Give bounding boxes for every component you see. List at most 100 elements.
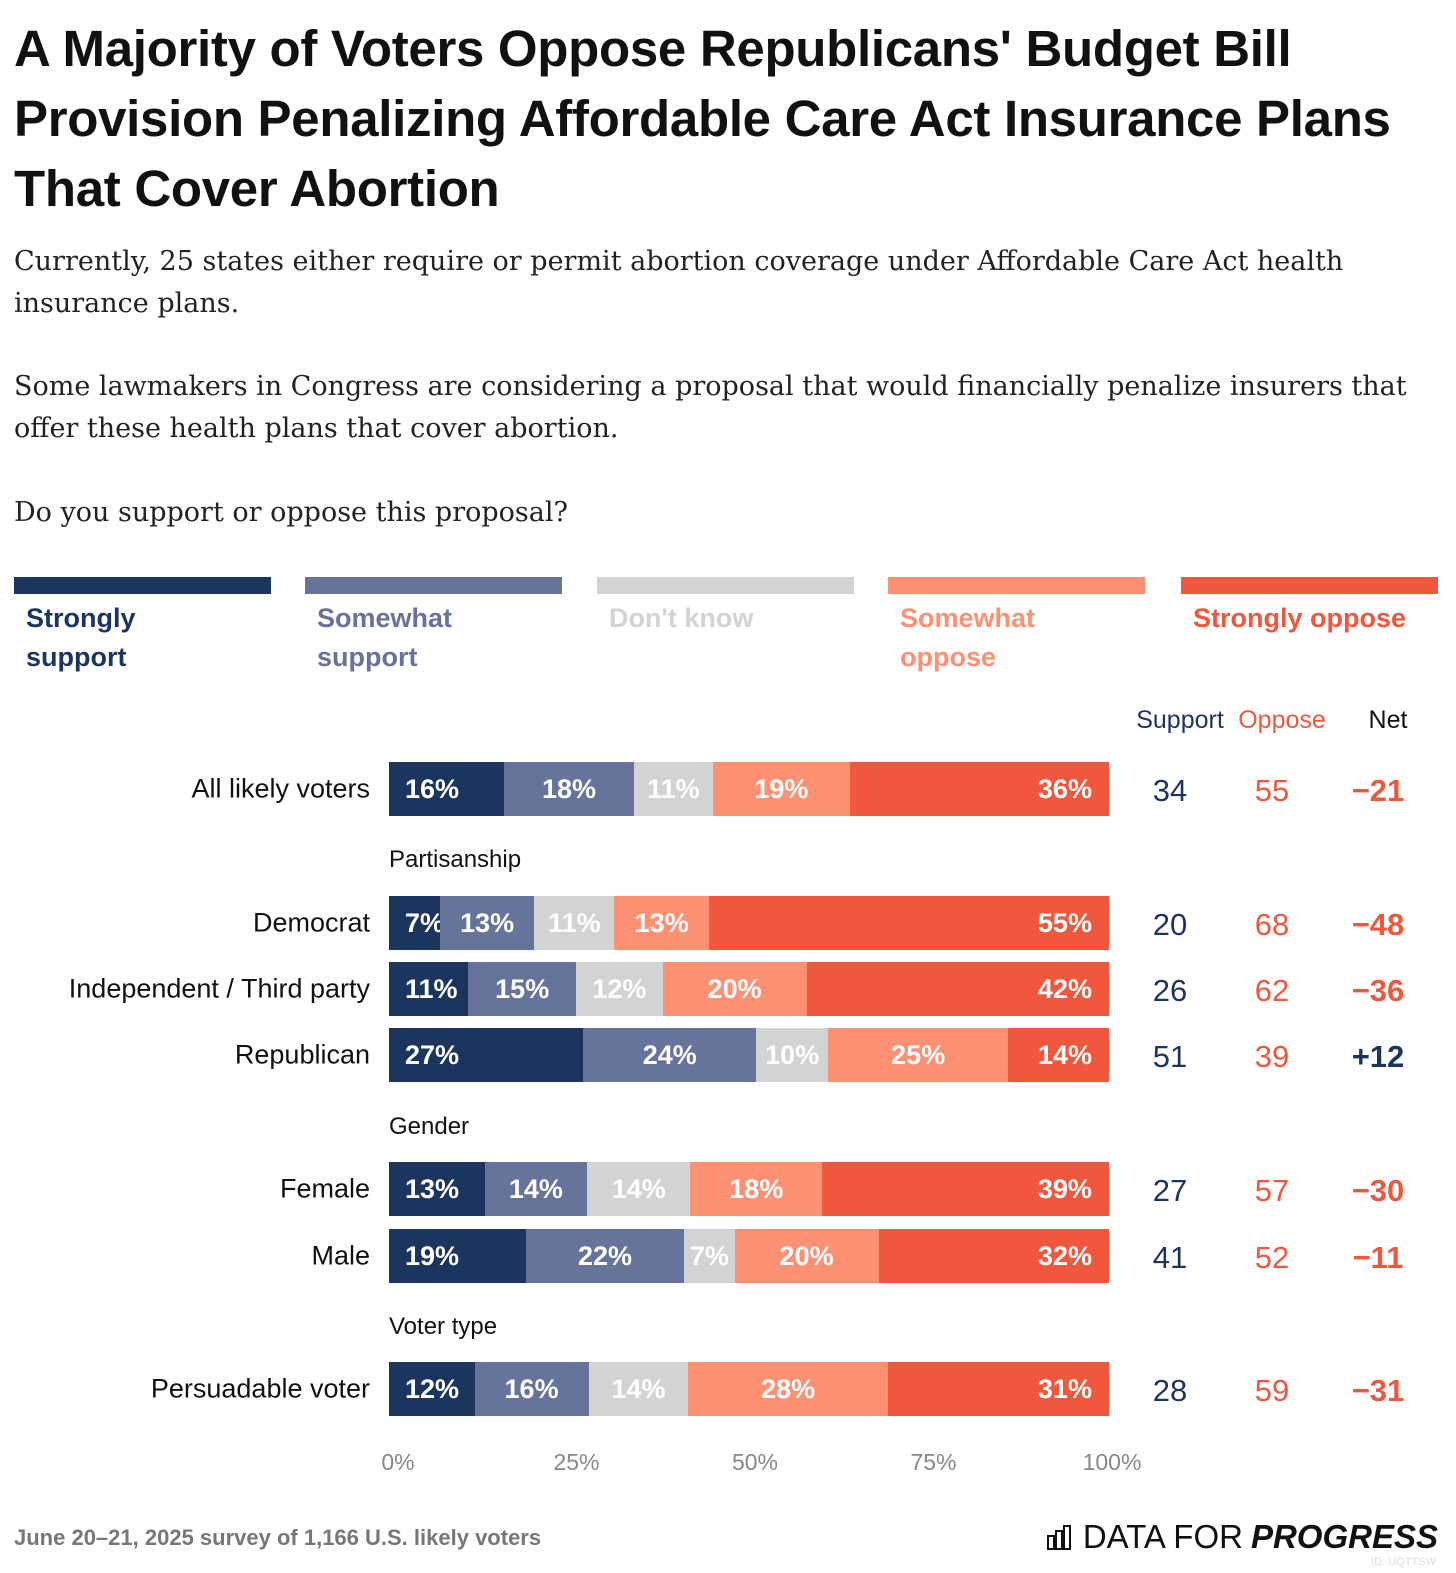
bar-segment: 18% xyxy=(504,762,634,816)
row-label: Female xyxy=(279,1173,370,1204)
bar-segment: 20% xyxy=(734,1229,879,1283)
net-value: −30 xyxy=(1351,1173,1405,1208)
oppose-value: 39 xyxy=(1254,1039,1290,1074)
bar-segment: 36% xyxy=(849,762,1109,816)
bar-segment: 10% xyxy=(756,1028,829,1082)
bar-segment: 13% xyxy=(439,896,535,950)
row-label: Persuadable voter xyxy=(150,1373,370,1404)
chart-id: ID: UQTTSW xyxy=(1371,1556,1436,1568)
legend-label: Strongly oppose xyxy=(1193,603,1407,633)
row-label: Independent / Third party xyxy=(68,973,370,1004)
subtitle-1: Currently, 25 states either require or p… xyxy=(14,246,1344,319)
oppose-value: 68 xyxy=(1254,907,1290,942)
bar-segment: 18% xyxy=(690,1162,823,1216)
bar-segment: 19% xyxy=(389,1229,526,1283)
group-label: Gender xyxy=(389,1113,470,1140)
column-header-net: Net xyxy=(1368,706,1408,734)
support-value: 28 xyxy=(1152,1373,1188,1408)
legend-item: Somewhat oppose xyxy=(888,577,1145,677)
oppose-value: 59 xyxy=(1254,1373,1290,1408)
net-value: −36 xyxy=(1351,973,1405,1008)
chart-title: A Majority of Voters Oppose Republicans'… xyxy=(14,20,1391,217)
group-label: Voter type xyxy=(389,1313,498,1340)
bar-segment: 16% xyxy=(389,762,505,816)
net-value: −31 xyxy=(1351,1373,1405,1408)
legend-swatch xyxy=(597,577,854,594)
stacked-bar: 11% 15% 12% 20% 42% xyxy=(389,962,1109,1016)
support-value: 26 xyxy=(1152,973,1188,1008)
bar-segment: 42% xyxy=(806,962,1109,1016)
bar-segment: 14% xyxy=(587,1162,691,1216)
net-value: −11 xyxy=(1352,1240,1404,1275)
row-label: Republican xyxy=(234,1039,370,1070)
support-value: 20 xyxy=(1152,907,1188,942)
legend-label: Don't know xyxy=(609,603,754,633)
row-label: All likely voters xyxy=(191,773,370,804)
logo-text-light: DATA FOR xyxy=(1082,1518,1243,1555)
bar-segment: 39% xyxy=(822,1162,1109,1216)
footer-source: June 20–21, 2025 survey of 1,166 U.S. li… xyxy=(14,1525,542,1550)
row-label: Democrat xyxy=(252,907,370,938)
stacked-bar: 7%13%11%13%55% xyxy=(389,896,1109,950)
bar-segment: 14% xyxy=(588,1362,689,1416)
net-value: +12 xyxy=(1351,1039,1405,1074)
x-tick-label: 100% xyxy=(1082,1449,1142,1475)
bar-segment: 24% xyxy=(583,1028,757,1082)
bar-segment: 12% xyxy=(389,1362,475,1416)
oppose-value: 57 xyxy=(1254,1173,1290,1208)
legend-swatch xyxy=(305,577,562,594)
legend-item: Strongly oppose xyxy=(1181,577,1438,638)
stacked-bar: 13% 14% 14% 18% 39% xyxy=(389,1162,1109,1216)
support-value: 51 xyxy=(1152,1039,1188,1074)
support-value: 41 xyxy=(1152,1240,1188,1275)
bar-segment: 55% xyxy=(708,896,1109,950)
subtitle-2: Some lawmakers in Congress are consideri… xyxy=(14,371,1407,444)
bar-segment: 20% xyxy=(662,962,807,1016)
bar-segment: 11% xyxy=(534,896,615,950)
net-value: −48 xyxy=(1351,907,1405,942)
bar-segment: 32% xyxy=(878,1229,1109,1283)
bar-segment: 31% xyxy=(887,1362,1109,1416)
bar-segment: 15% xyxy=(468,962,577,1016)
x-tick-label: 50% xyxy=(731,1449,779,1475)
logo: DATA FOR PROGRESS xyxy=(1046,1518,1438,1556)
bar-segment: 19% xyxy=(712,762,850,816)
legend-swatch xyxy=(14,577,271,594)
bar-segment: 16% xyxy=(474,1362,589,1416)
legend-swatch xyxy=(1181,577,1438,594)
bar-segment: 13% xyxy=(389,1162,485,1216)
subtitle-3: Do you support or oppose this proposal? xyxy=(14,497,568,528)
bar-segment: 13% xyxy=(614,896,709,950)
x-tick-label: 25% xyxy=(553,1449,600,1475)
net-value: −21 xyxy=(1351,773,1405,808)
bar-segment: 7% xyxy=(684,1229,735,1283)
legend-label: Somewhat oppose xyxy=(900,603,1036,672)
stacked-bar: 16% 18% 11% 19% 36% xyxy=(389,762,1109,816)
legend-item: Strongly support xyxy=(14,577,271,677)
support-value: 34 xyxy=(1152,773,1188,808)
bar-segment: 28% xyxy=(688,1362,888,1416)
legend-label: Strongly support xyxy=(26,603,136,672)
oppose-value: 55 xyxy=(1254,773,1290,808)
stacked-bar: 27% 24% 10% 25% 14% xyxy=(389,1028,1109,1082)
bar-segment: 12% xyxy=(576,962,663,1016)
group-label: Partisanship xyxy=(389,846,522,873)
legend-label: Somewhat support xyxy=(317,603,453,672)
bar-segment: 25% xyxy=(828,1028,1009,1082)
bar-segment: 14% xyxy=(1008,1028,1109,1082)
bar-segment: 11% xyxy=(633,762,713,816)
bar-segment: 14% xyxy=(484,1162,588,1216)
legend-swatch xyxy=(888,577,1145,594)
legend-item: Somewhat support xyxy=(305,577,562,677)
stacked-bar: 12% 16% 14% 28% 31% xyxy=(389,1362,1109,1416)
stacked-bar: 19% 22% 7% 20% 32% xyxy=(389,1229,1109,1283)
bar-segment: 27% xyxy=(389,1028,584,1082)
legend-item: Don't know xyxy=(597,577,854,638)
bar-segment: 7% xyxy=(389,896,440,950)
oppose-value: 52 xyxy=(1254,1240,1290,1275)
logo-text-bold: PROGRESS xyxy=(1250,1518,1438,1555)
bar-segment: 22% xyxy=(525,1229,685,1283)
row-label: Male xyxy=(311,1240,370,1271)
oppose-value: 62 xyxy=(1254,973,1290,1008)
support-value: 27 xyxy=(1152,1173,1188,1208)
